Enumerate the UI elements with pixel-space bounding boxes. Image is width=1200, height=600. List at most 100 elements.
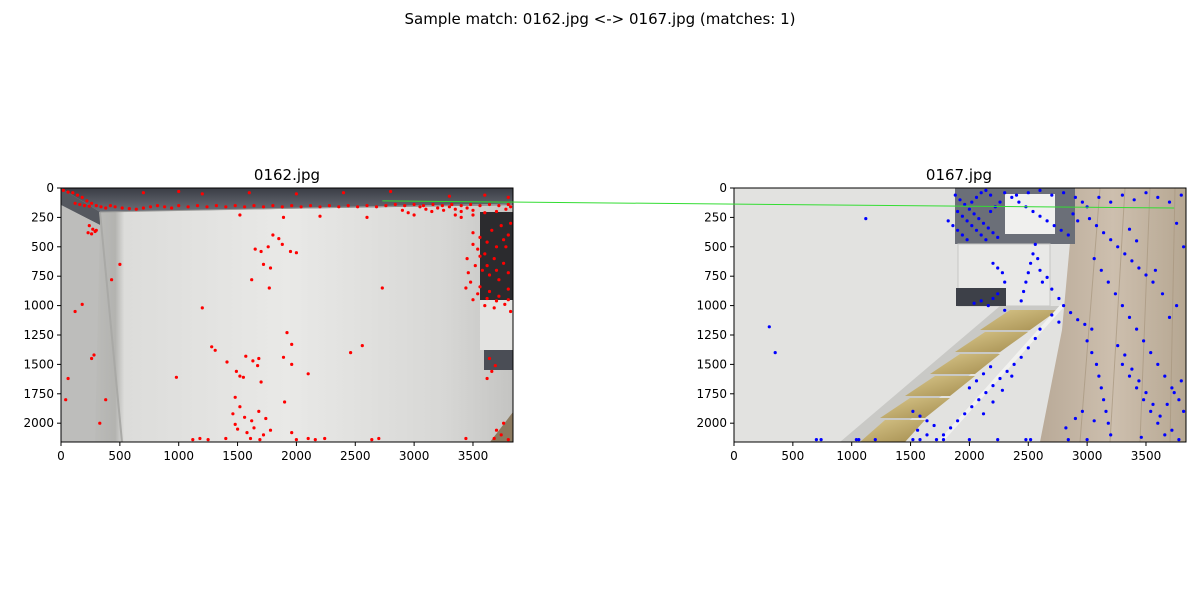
keypoint-left [497,204,501,208]
keypoint-right [1142,398,1146,402]
keypoint-right [1120,193,1124,197]
keypoint-left [499,433,503,437]
keypoint-right [1116,245,1120,249]
keypoint-left [213,348,217,352]
keypoint-right [1179,193,1183,197]
keypoint-left [257,409,261,413]
keypoint-left [471,298,475,302]
keypoint-left [261,205,266,209]
keypoint-right [1130,259,1134,263]
keypoint-left [502,421,506,425]
keypoint-right [979,191,983,195]
keypoint-left [94,204,98,208]
keypoint-left [155,204,160,208]
keypoint-left [453,207,457,211]
keypoint-left [91,227,95,231]
keypoint-left [268,428,273,432]
keypoint-right [1139,435,1143,439]
keypoint-left [247,191,251,195]
keypoint-right [1172,391,1176,395]
keypoint-left [483,252,487,256]
keypoint-right [1144,391,1148,395]
keypoint-right [1182,409,1186,413]
keypoint-left [459,204,463,208]
keypoint-right [773,351,777,355]
keypoint-left [471,242,475,246]
keypoint-right [1177,438,1181,442]
keypoint-right [1135,327,1139,331]
x-tick-label: 0 [57,449,65,463]
keypoint-left [497,278,501,282]
keypoint-left [82,204,87,208]
keypoint-left [233,395,237,399]
keypoint-left [87,224,91,228]
keypoint-right [998,200,1002,204]
keypoint-left [186,205,190,209]
keypoint-right [1123,353,1127,357]
keypoint-left [492,306,496,310]
keypoint-right [1165,402,1169,406]
keypoint-right [1085,438,1089,442]
keypoint-right [991,400,995,404]
keypoint-left [225,360,229,364]
keypoint-right [1099,268,1103,272]
keypoint-left [174,375,178,379]
keypoint-right [946,219,950,223]
keypoint-right [1149,409,1153,413]
keypoint-left [214,204,218,208]
keypoint-right [991,231,995,235]
keypoint-left [290,342,294,346]
match-line [382,200,1175,209]
keypoint-left [148,205,153,209]
keypoint-left [210,345,214,349]
keypoint-left [200,192,204,196]
keypoint-right [989,365,993,369]
keypoint-right [1109,433,1113,437]
keypoint-left [384,204,388,208]
keypoint-right [941,438,946,442]
keypoint-right [1085,339,1089,343]
keypoint-right [1158,414,1162,418]
keypoint-right [1038,268,1042,272]
keypoint-right [1156,362,1160,366]
keypoint-left [206,438,210,442]
keypoint-left [483,211,487,215]
keypoint-right [1014,193,1019,197]
keypoint-left [483,193,487,197]
keypoint-right [911,438,915,442]
keypoint-left [120,206,124,210]
keypoint-right [1104,409,1108,413]
keypoint-right [1024,280,1028,284]
keypoint-right [1010,195,1014,199]
keypoint-right [925,419,929,423]
keypoint-left [191,438,195,442]
x-tick-label: 500 [108,449,131,463]
keypoint-left [261,262,266,266]
keypoint-right [1127,315,1132,319]
keypoint-right [1153,268,1157,272]
keypoint-left [503,302,507,306]
keypoint-left [431,202,435,207]
keypoint-left [356,205,360,209]
keypoint-left [259,249,263,254]
keypoint-left [492,436,496,441]
y-tick-label: 1250 [696,328,727,342]
keypoint-right [918,414,922,418]
keypoint-right [1097,374,1101,378]
keypoint-left [380,286,384,290]
keypoint-right [1010,374,1014,378]
keypoint-right [1179,379,1183,383]
x-tick-label: 3000 [399,449,430,463]
keypoint-right [996,292,1000,296]
keypoint-right [1087,217,1092,221]
keypoint-left [110,278,114,282]
axis-ticks-right: 0 500 1000 1500 2000 2500 3000 3500 0 250 500 750 10… [696,181,1161,463]
keypoint-left [318,205,322,209]
keypoint-left [506,202,510,207]
keypoint-left [337,205,341,209]
keypoint-left [370,438,374,442]
keypoint-right [932,423,936,428]
keypoint-left [365,204,369,208]
keypoint-left [290,362,294,366]
keypoint-right [972,301,976,305]
